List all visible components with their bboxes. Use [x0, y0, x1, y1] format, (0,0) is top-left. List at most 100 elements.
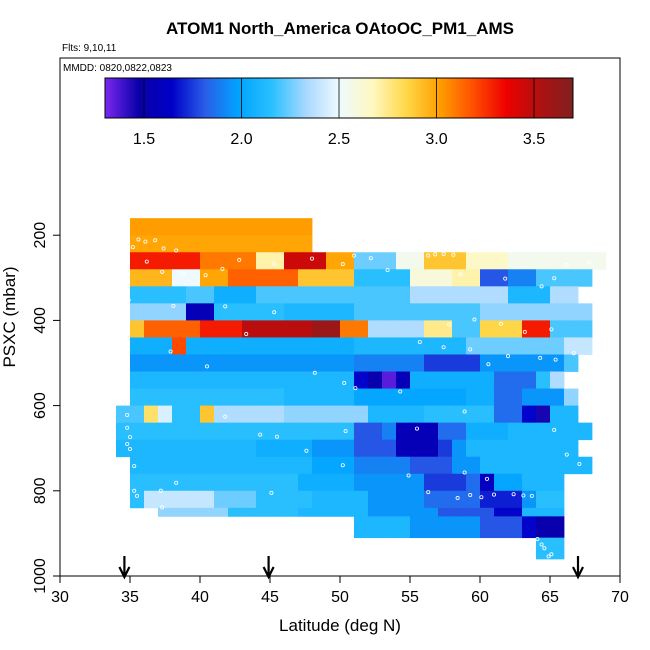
heatmap-cell [564, 286, 579, 304]
heatmap-cell [172, 507, 187, 517]
sample-point [342, 381, 347, 386]
heatmap-cell [256, 507, 271, 517]
heatmap-cell [354, 456, 369, 475]
heatmap-cell [452, 269, 467, 287]
heatmap-cell [578, 422, 593, 441]
heatmap-cell [130, 405, 145, 424]
heatmap-cell [480, 456, 495, 475]
heatmap-cell [382, 473, 397, 492]
heatmap-cell [382, 286, 397, 304]
heatmap-cell [424, 388, 439, 406]
heatmap-cell [452, 303, 467, 321]
heatmap-cell [312, 337, 327, 355]
heatmap-cell [158, 439, 173, 458]
sample-point [552, 276, 557, 281]
heatmap-cell [536, 371, 551, 389]
sample-point [143, 239, 148, 244]
heatmap-cell [452, 337, 467, 355]
heatmap-cell [158, 405, 173, 424]
sample-point [385, 268, 390, 273]
heatmap-cell [340, 269, 355, 287]
heatmap-cell [382, 388, 397, 406]
sample-point [272, 310, 277, 315]
heatmap-cell [312, 320, 327, 338]
sample-point [458, 272, 463, 277]
heatmap-cell [410, 252, 425, 270]
sample-point [161, 246, 166, 251]
heatmap-cell [242, 422, 257, 441]
heatmap-cell [438, 456, 453, 475]
heatmap-cell [186, 473, 201, 492]
heatmap-cell [270, 456, 285, 475]
heatmap-cell [116, 405, 131, 424]
heatmap-cell [424, 439, 439, 458]
heatmap-cell [382, 337, 397, 355]
heatmap-cell [200, 439, 215, 458]
heatmap-cell [536, 337, 551, 355]
y-tick-label: 200 [32, 222, 49, 249]
heatmap-cell [396, 269, 411, 287]
heatmap-cell [368, 422, 383, 441]
heatmap-cell [340, 405, 355, 424]
heatmap-cell [354, 439, 369, 458]
heatmap-cell [508, 252, 523, 270]
heatmap-cell [452, 252, 467, 270]
heatmap-cell [214, 371, 229, 389]
sample-point [441, 251, 446, 256]
heatmap-cell [452, 388, 467, 406]
heatmap-cell [368, 252, 383, 270]
sample-point [549, 552, 554, 557]
heatmap-cell [270, 337, 285, 355]
heatmap-cell [256, 286, 271, 304]
heatmap-cell [270, 371, 285, 389]
heatmap-cell [158, 252, 173, 270]
heatmap-cell [368, 516, 383, 539]
heatmap-cell [144, 439, 159, 458]
heatmap-cell [270, 252, 285, 270]
heatmap-cell [452, 286, 467, 304]
heatmap-cell [312, 252, 327, 270]
heatmap-cell [522, 405, 537, 424]
heatmap-cell [368, 405, 383, 424]
heatmap-cell [382, 456, 397, 475]
heatmap-cell [368, 354, 383, 372]
heatmap-cell [186, 439, 201, 458]
sample-point [132, 464, 137, 469]
heatmap-cell [564, 405, 579, 424]
heatmap-cell [214, 456, 229, 475]
sample-point [538, 355, 543, 360]
heatmap-cell [200, 252, 215, 270]
heatmap-cell [522, 456, 537, 475]
heatmap-cell [466, 337, 481, 355]
heatmap-cell [466, 439, 481, 458]
heatmap-cell [550, 405, 565, 424]
heatmap-cell [354, 252, 369, 270]
heatmap-cell [200, 235, 215, 253]
heatmap-cell [242, 303, 257, 321]
heatmap-cell [354, 354, 369, 372]
heatmap-cell [438, 252, 453, 270]
sample-point [426, 253, 431, 258]
heatmap-cell [172, 371, 187, 389]
heatmap-cell [284, 405, 299, 424]
sample-point [564, 452, 569, 457]
heatmap-cell [130, 456, 145, 475]
heatmap-cell [158, 337, 173, 355]
sample-point [564, 263, 569, 268]
heatmap-cell [508, 354, 523, 372]
dates-note: MMDD: 0820,0822,0823 [63, 63, 172, 74]
heatmap-cell [284, 439, 299, 458]
heatmap-cell [564, 354, 579, 372]
heatmap-cell [242, 320, 257, 338]
heatmap-cell [144, 286, 159, 304]
heatmap-cell [522, 507, 537, 517]
heatmap-cell [564, 303, 579, 321]
heatmap-cell [172, 456, 187, 475]
heatmap-cell [550, 537, 565, 560]
sample-point [312, 370, 317, 375]
heatmap-cell [270, 269, 285, 287]
heatmap-cell [172, 388, 187, 406]
heatmap-cell [130, 422, 145, 441]
heatmap-cell [312, 507, 327, 517]
heatmap-cell [186, 286, 201, 304]
